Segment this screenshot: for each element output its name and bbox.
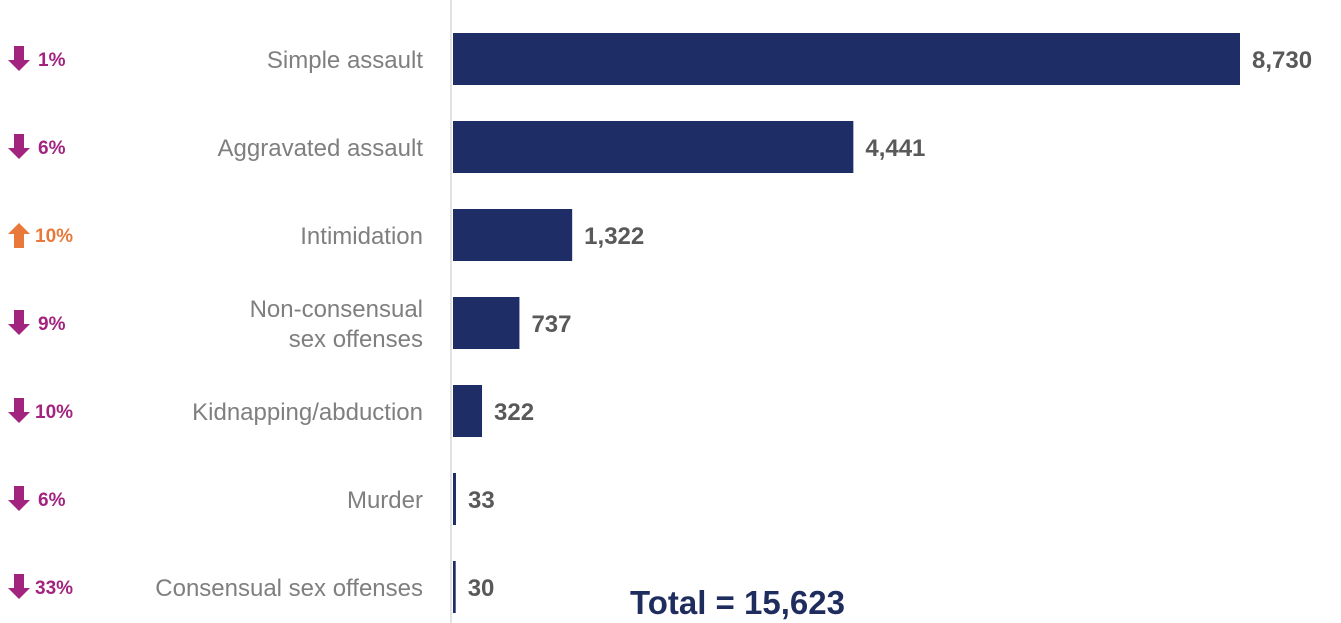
arrow-up-icon (8, 223, 30, 248)
change-label: 10% (35, 226, 73, 247)
value-label: 737 (531, 311, 571, 338)
value-label: 30 (468, 575, 495, 602)
value-label: 1,322 (584, 223, 644, 250)
bar (453, 473, 456, 525)
category-label: Aggravated assault (218, 135, 424, 162)
value-label: 4,441 (865, 135, 925, 162)
total-label: Total = 15,623 (630, 584, 845, 621)
bar (453, 297, 520, 349)
bar (453, 121, 854, 173)
arrow-down-icon (8, 486, 30, 511)
category-label: Consensual sex offenses (155, 575, 423, 602)
change-label: 1% (38, 50, 66, 71)
category-label: Intimidation (300, 223, 423, 250)
category-label: Murder (347, 487, 423, 514)
bar (453, 385, 483, 437)
arrow-down-icon (8, 310, 30, 335)
category-label: Non-consensual sex offenses (250, 296, 423, 353)
bar (453, 209, 573, 261)
category-label: Kidnapping/abduction (192, 399, 423, 426)
arrow-down-icon (8, 134, 30, 159)
bar (453, 33, 1240, 85)
arrow-down-icon (8, 46, 30, 71)
arrow-down-icon (8, 398, 30, 423)
change-label: 33% (35, 578, 73, 599)
change-label: 6% (38, 138, 66, 159)
value-label: 33 (468, 487, 495, 514)
bar (453, 561, 456, 613)
value-label: 322 (494, 399, 534, 426)
value-label: 8,730 (1252, 47, 1312, 74)
category-label: Simple assault (267, 47, 423, 74)
change-label: 9% (38, 314, 66, 335)
change-label: 10% (35, 402, 73, 423)
chart-rows: 8,730 Simple assault 1% 4,441 Aggravated ass… (8, 33, 1312, 613)
change-label: 6% (38, 490, 66, 511)
arrow-down-icon (8, 574, 30, 599)
